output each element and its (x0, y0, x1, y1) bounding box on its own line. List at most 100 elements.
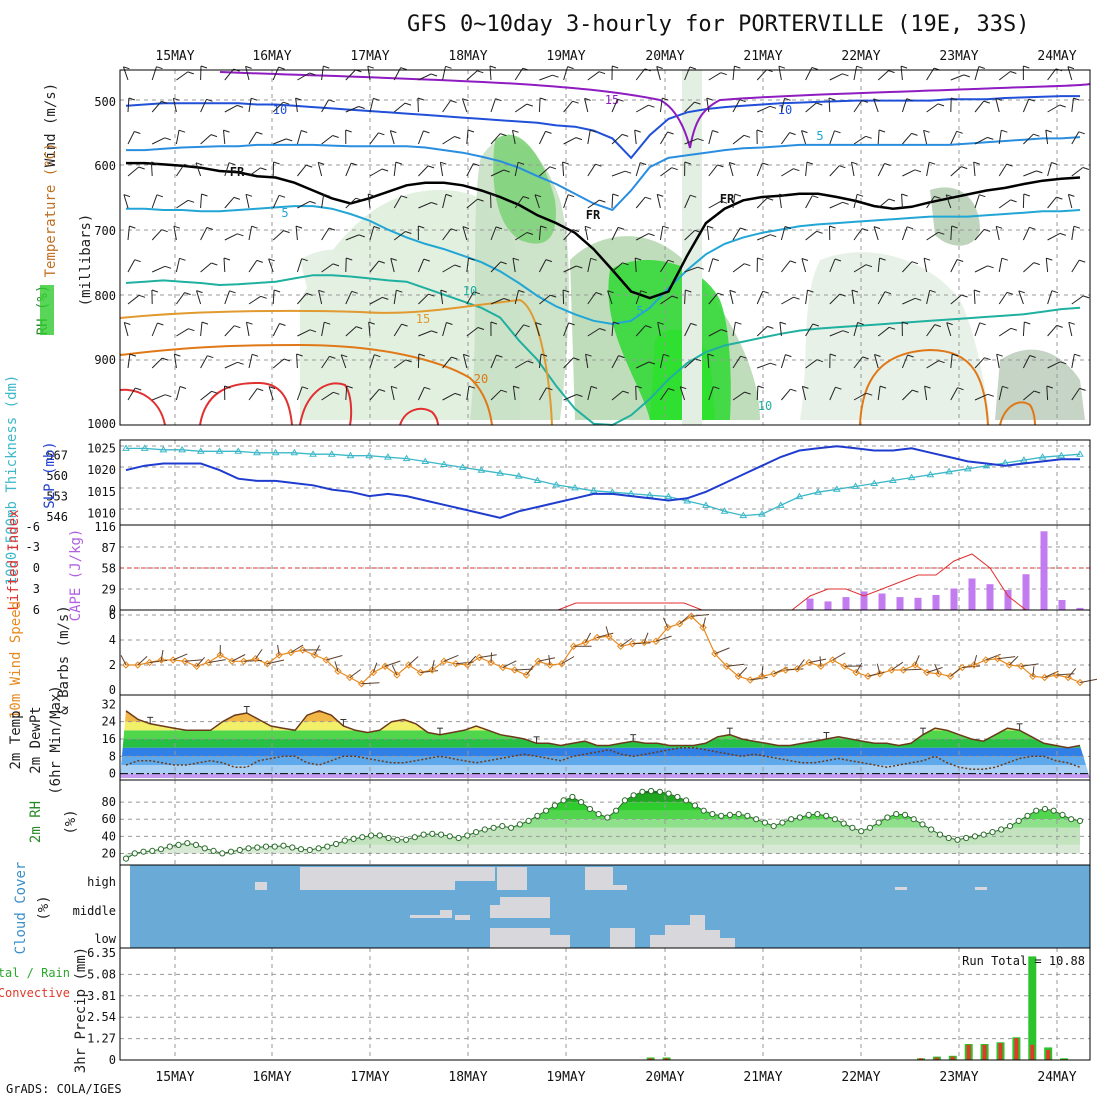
rh-marker (157, 846, 165, 853)
wind-barb (635, 325, 646, 337)
wind-barb (587, 386, 592, 401)
wind-barb-10m (120, 655, 127, 666)
rh-marker (665, 790, 672, 797)
rh-marker (525, 817, 532, 825)
wind-barb-flag (1046, 385, 1053, 389)
date-label-bottom: 19MAY (546, 1070, 585, 1085)
wind-barb-flag (951, 225, 958, 229)
wind-barb (466, 198, 478, 209)
rh-marker (534, 812, 541, 819)
wind-barb-flag (138, 294, 146, 298)
rh-marker (315, 845, 322, 852)
wind-barb (512, 386, 516, 401)
wind-speed-marker (310, 651, 319, 659)
wind-barb-flag (978, 66, 985, 69)
wind-barb-10m (196, 656, 205, 667)
wind-barb-flag (717, 164, 724, 168)
thickness-tick-label: 560 (46, 469, 68, 483)
wind-barb-flag (856, 65, 863, 69)
wind-barb-flag (938, 360, 945, 364)
wind-barb (490, 226, 497, 241)
wind-barb (514, 324, 524, 337)
wind-barb-flag (1059, 232, 1067, 236)
wind-barb-flag (236, 104, 244, 108)
wind-speed-marker (770, 670, 778, 678)
wind-barb-10m (231, 654, 246, 662)
wind-barb-flag (834, 130, 841, 134)
wind-barb-flag (729, 289, 736, 293)
wind-barb (756, 385, 759, 401)
wind-barb (1047, 232, 1061, 241)
wind-barb-flag (662, 97, 669, 101)
wind-barb-flag (1018, 290, 1025, 294)
rh-marker (989, 829, 996, 836)
wind-barb-flag (318, 161, 325, 165)
wind-barb-flag (490, 193, 497, 197)
wind-barb (708, 329, 722, 337)
wind-speed-marker (1040, 673, 1049, 682)
wind-barb-flag (861, 99, 868, 103)
wind-barb (1071, 98, 1074, 113)
wind-barb (123, 322, 129, 337)
rh-marker (473, 829, 480, 836)
wind-barb (296, 353, 298, 369)
wind-barb-10m (526, 665, 534, 676)
wind-barb-flag (324, 321, 331, 325)
rh-marker (543, 807, 550, 814)
wind-barb-flag (1001, 129, 1008, 133)
wind-barb-flag (450, 100, 457, 103)
wind-barb-flag (124, 322, 131, 325)
wind-barb-flag (911, 132, 918, 136)
temp-band (120, 730, 1090, 739)
li-tick-label: -3 (26, 540, 40, 554)
wind-barb-flag (245, 65, 252, 69)
wind-barb-flag (382, 296, 389, 300)
wind-barb (950, 354, 953, 369)
freezing-level-label: FR (586, 208, 601, 222)
wind-barb-flag (251, 353, 259, 357)
rh-band (126, 791, 1080, 794)
wind-barb (829, 258, 836, 273)
wind-barb (1067, 194, 1073, 209)
wind-barb-flag (539, 97, 547, 101)
rh-marker (648, 787, 655, 795)
wind-barb (635, 290, 642, 305)
wind-barb (877, 258, 881, 273)
wind-barb-flag (613, 321, 620, 325)
wind-barb-flag (431, 202, 438, 205)
slp-tick-label: 1025 (87, 441, 116, 455)
wind-barb (340, 354, 347, 369)
wind-barb-10m (702, 617, 706, 628)
wind-barb-flag (161, 100, 168, 104)
rh-marker (691, 802, 699, 809)
wind-barb (490, 354, 497, 369)
wind-barb-flag (454, 136, 461, 139)
wind-barb (974, 194, 980, 209)
wind-barb-flag (332, 135, 339, 138)
wind-barb (1071, 131, 1080, 145)
rh-marker (779, 819, 786, 826)
wind-barb-flag (576, 394, 583, 397)
precip-total-label: Total / Rain (0, 966, 70, 980)
wind-barb-10m (605, 626, 610, 637)
wind-barb (778, 194, 782, 209)
wind-barb (345, 326, 357, 337)
contour-label: 10 (758, 399, 772, 413)
rh-marker (516, 821, 524, 828)
wind-barb-flag (329, 355, 336, 359)
wind-barb (345, 106, 359, 113)
rh-marker (411, 834, 418, 841)
wind-barb (634, 257, 637, 273)
wind-barb (950, 225, 953, 241)
date-label-bottom: 21MAY (743, 1070, 782, 1085)
wind-barb-10m (596, 632, 614, 638)
cloud-block (300, 867, 440, 890)
wind-barb-flag (468, 257, 475, 261)
wind-barb (200, 227, 208, 241)
cloud-block (720, 938, 735, 948)
wind-speed-marker (805, 658, 813, 667)
wind-barb (345, 291, 353, 305)
wind-barb-flag (477, 70, 484, 74)
wind-barb-flag (224, 385, 231, 389)
wind-barb-10m (655, 635, 672, 642)
